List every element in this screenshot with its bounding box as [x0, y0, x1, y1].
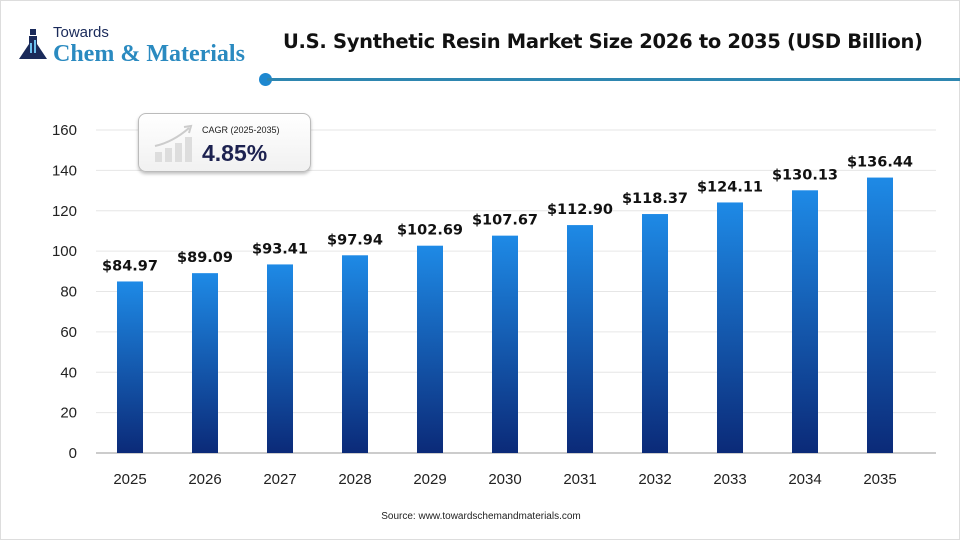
source-note: Source: www.towardschemandmaterials.com	[381, 511, 581, 522]
x-tick-label: 2029	[413, 471, 446, 488]
x-tick-label: 2026	[188, 471, 221, 488]
data-label: $102.69	[397, 223, 463, 239]
logo-towards: Towards	[53, 24, 109, 41]
x-tick-label: 2031	[563, 471, 596, 488]
data-label: $112.90	[547, 202, 613, 218]
x-tick-label: 2035	[863, 471, 896, 488]
y-tick-label: 60	[60, 324, 77, 341]
bar	[117, 281, 143, 453]
title-underline-dot	[259, 73, 272, 86]
data-label: $124.11	[697, 179, 763, 195]
y-tick-label: 120	[52, 203, 77, 220]
cagr-box: CAGR (2025-2035) 4.85%	[138, 113, 311, 172]
title-underline	[267, 78, 960, 81]
data-label: $130.13	[772, 167, 838, 183]
x-tick-label: 2032	[638, 471, 671, 488]
x-tick-label: 2030	[488, 471, 521, 488]
logo: Towards Chem & Materials	[17, 25, 262, 69]
x-tick-label: 2033	[713, 471, 746, 488]
bar	[267, 264, 293, 453]
data-label: $136.44	[847, 155, 913, 171]
bar	[192, 273, 218, 453]
data-label: $89.09	[177, 250, 233, 266]
growth-chart-icon	[154, 124, 193, 162]
flask-icon	[19, 29, 47, 59]
bar	[417, 245, 443, 453]
x-tick-label: 2028	[338, 471, 371, 488]
data-label: $84.97	[102, 258, 158, 274]
x-tick-label: 2025	[113, 471, 146, 488]
bar	[492, 235, 518, 453]
bar	[867, 177, 893, 453]
bar	[717, 202, 743, 453]
y-tick-label: 40	[60, 364, 77, 381]
y-tick-label: 80	[60, 284, 77, 301]
bar	[342, 255, 368, 453]
logo-chem-materials: Chem & Materials	[53, 41, 245, 67]
data-label: $107.67	[472, 213, 538, 229]
data-label: $97.94	[327, 232, 383, 248]
data-label: $93.41	[252, 241, 308, 257]
cagr-label: CAGR (2025-2035)	[202, 125, 280, 135]
y-tick-label: 100	[52, 243, 77, 260]
cagr-value: 4.85%	[202, 140, 268, 166]
x-tick-label: 2027	[263, 471, 296, 488]
y-tick-label: 0	[69, 445, 77, 462]
y-tick-label: 160	[52, 122, 77, 139]
bar	[642, 214, 668, 453]
x-tick-label: 2034	[788, 471, 821, 488]
data-label: $118.37	[622, 191, 688, 207]
y-tick-label: 20	[60, 405, 77, 422]
y-tick-label: 140	[52, 162, 77, 179]
chart-title: U.S. Synthetic Resin Market Size 2026 to…	[283, 30, 923, 53]
bar	[792, 190, 818, 454]
bar	[567, 225, 593, 453]
